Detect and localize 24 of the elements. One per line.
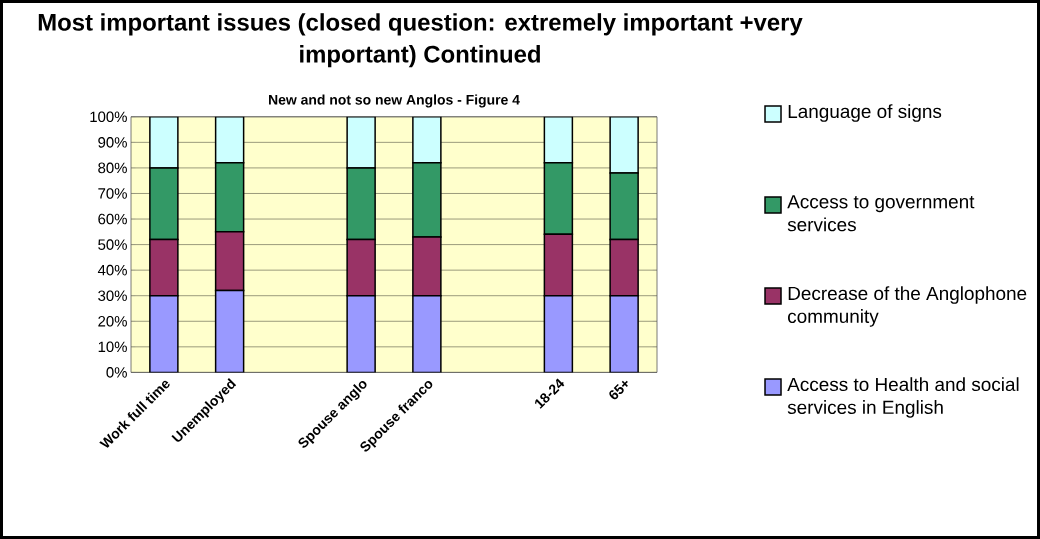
bar — [346, 294, 376, 373]
bar — [609, 294, 639, 373]
y-tick-label: 10% — [98, 341, 127, 353]
y-tick-label: 80% — [98, 162, 127, 174]
x-tick-label: 65+ — [609, 380, 628, 400]
chart-subtitle: New and not so new Anglos - Figure 4 — [269, 94, 520, 108]
legend-label: Access to government services — [787, 195, 975, 232]
bar — [543, 294, 574, 373]
y-tick-label: 40% — [97, 264, 127, 276]
legend-label: Language of signs — [788, 104, 942, 122]
y-tick-label: 30% — [98, 290, 127, 301]
y-tick-label: 20% — [98, 315, 127, 327]
legend-label: Decrease of the Anglophone community — [788, 286, 1027, 327]
y-tick-label: 100% — [90, 111, 127, 123]
bar — [412, 294, 442, 373]
chart-title: Most important issues (closed question: extremely important +very important) Continued — [38, 13, 803, 68]
bar — [214, 289, 245, 373]
y-tick-label: 70% — [98, 188, 127, 199]
y-tick-label: 90% — [98, 137, 127, 148]
y-tick-label: 0% — [106, 367, 127, 378]
y-tick-label: 60% — [98, 213, 127, 225]
y-tick-label: 50% — [98, 239, 127, 250]
bar — [149, 294, 179, 373]
legend-label: Access to Health and social services in English — [787, 377, 1019, 418]
